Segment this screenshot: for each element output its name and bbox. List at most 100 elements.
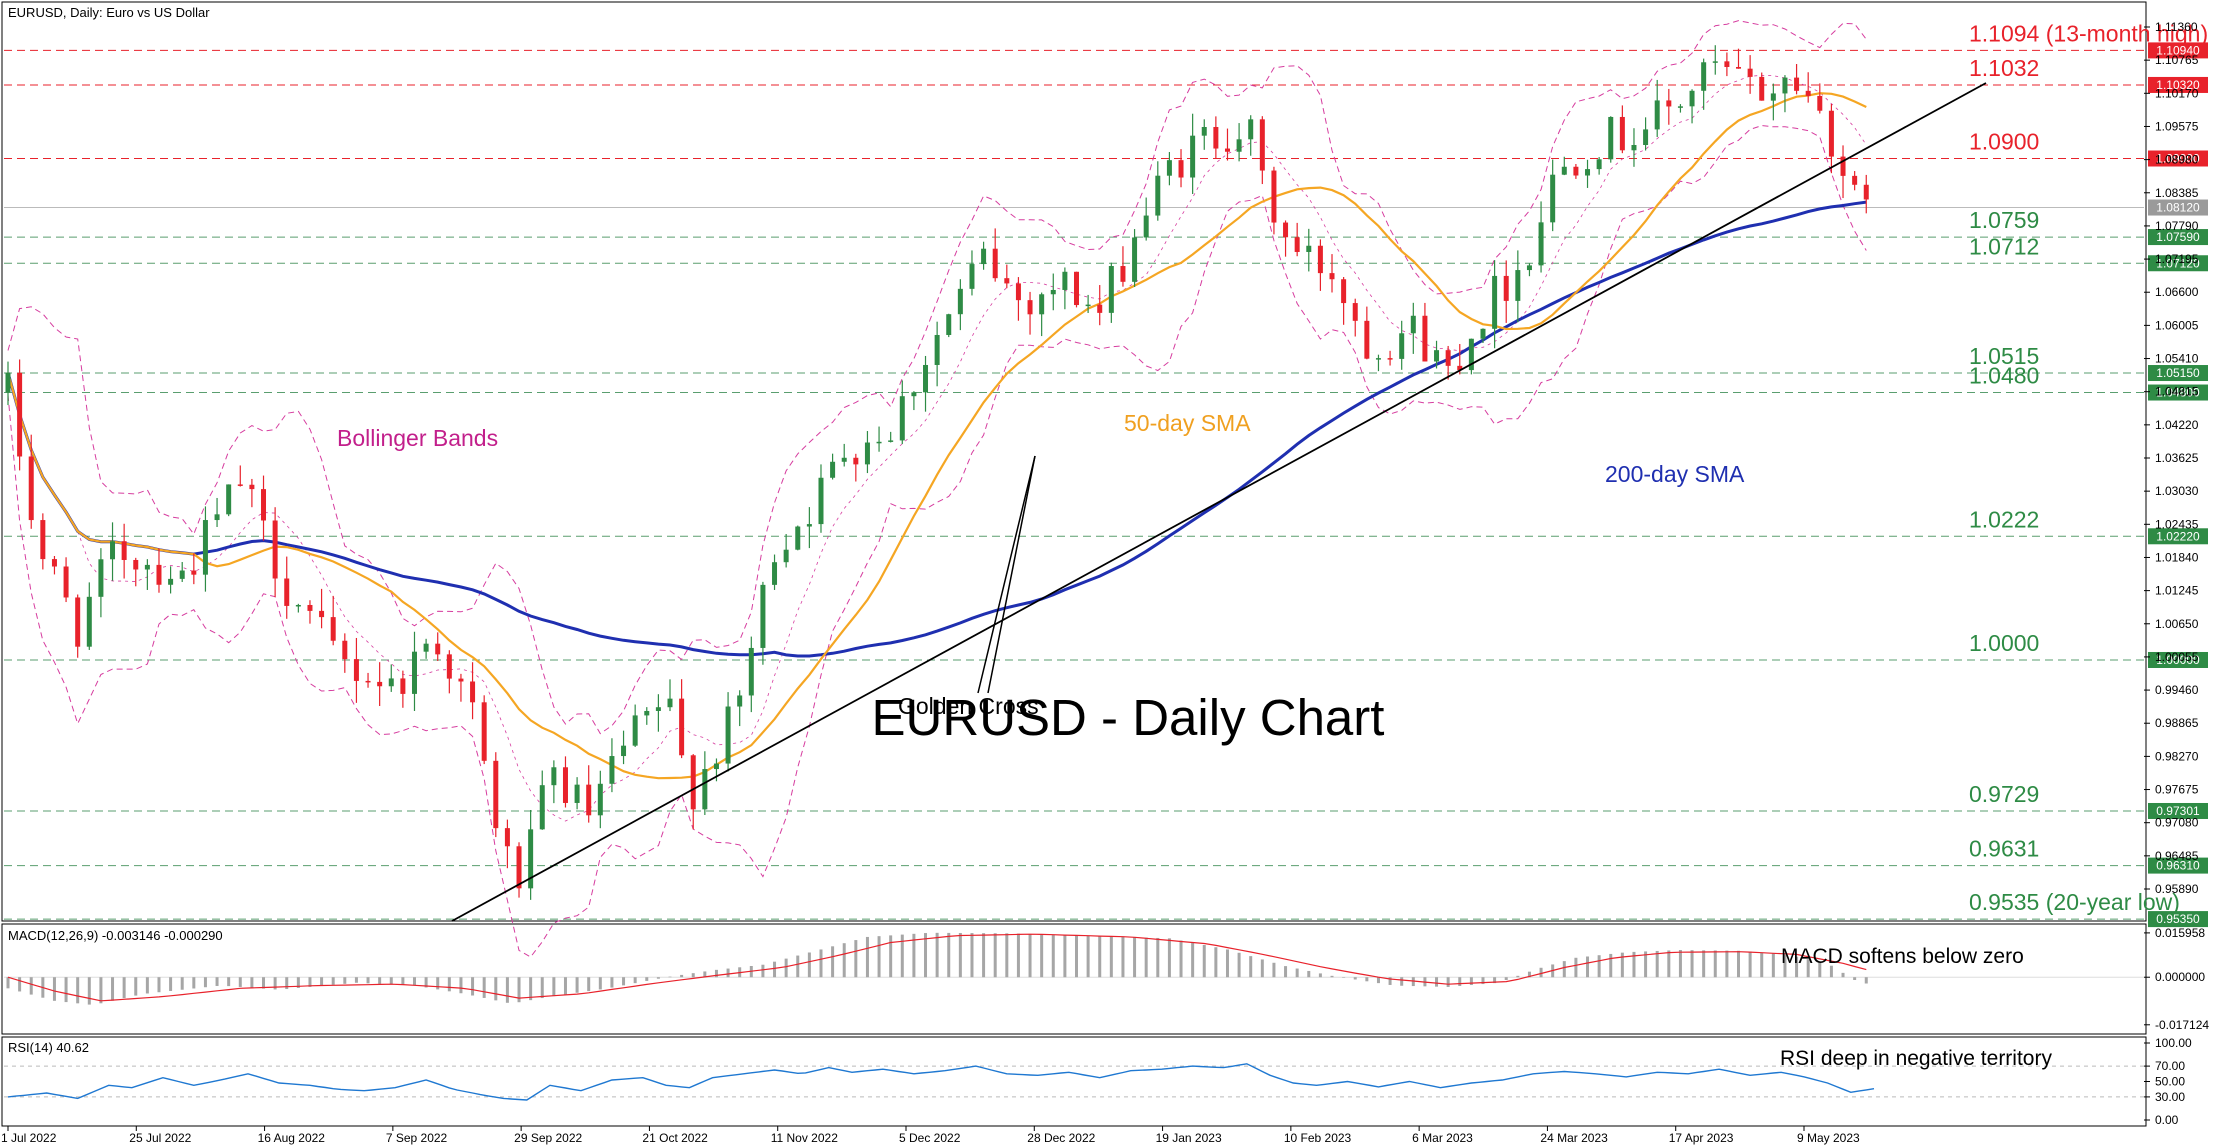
candle-body [1619,116,1625,151]
candle-body [1306,245,1312,252]
candle-body [1259,119,1265,171]
macd-bar [1376,977,1380,984]
candle-body [1120,266,1126,282]
candle-body [353,659,359,681]
x-tick-label: 11 Nov 2022 [771,1131,838,1145]
candle-body [202,520,208,575]
y-tick-label: 0.97675 [2155,783,2199,797]
candle-body [365,680,371,683]
candle-body [1840,156,1846,176]
candle-body [86,596,92,647]
candle-body [1143,215,1149,238]
rsi-tick-label: 0.00 [2155,1113,2179,1127]
candle-body [1108,266,1114,313]
moving-averages [6,92,1867,780]
macd-bar [1725,950,1729,978]
macd-bar [122,977,126,999]
candle-body [493,760,499,829]
candle-body [1596,159,1602,170]
macd-bar [354,977,358,983]
y-tick-label: 1.03030 [2155,484,2199,498]
y-tick-label: 1.04815 [2155,385,2199,399]
macd-bar [1005,933,1009,978]
candle-body [1538,222,1544,266]
candle-body [1863,184,1869,200]
macd-bar [1191,942,1195,978]
candle-body [981,248,987,265]
current-price-badge-text: 1.08120 [2156,201,2200,215]
candle-body [1852,175,1858,185]
macd-bar [471,977,475,996]
macd-bar [262,977,266,989]
candle-body [655,707,661,711]
level-badge [2148,229,2208,246]
macd-bar [447,977,451,992]
candle-body [226,484,232,515]
macd-bar [99,977,103,1004]
candle-body [423,643,429,652]
macd-bar [1469,977,1473,986]
candle-body [1724,61,1730,67]
candle-body [1236,139,1242,152]
x-tick-label: 6 Mar 2023 [1412,1131,1473,1145]
macd-bar [1597,955,1601,978]
candle-body [1480,328,1486,339]
level-label: 1.0222 [1969,506,2039,532]
candle-body [1329,273,1335,280]
candle-body [597,783,603,816]
candle-body [644,710,650,716]
candle-body [1271,170,1277,223]
macd-bar [1609,953,1613,978]
candle-body [690,755,696,810]
golden-cross-pointer-2 [987,455,1036,694]
candle-body [1770,93,1776,101]
candle-body [319,610,325,618]
candle-body [1468,338,1474,371]
candle-body [1666,100,1672,107]
macd-bar [1330,975,1334,978]
y-tick-label: 0.97080 [2155,816,2199,830]
candle-body [481,702,487,761]
candle-body [1701,62,1707,91]
macd-bar [773,961,777,978]
macd-bar [587,977,591,992]
candle-body [1805,90,1811,96]
candle-body [121,541,127,560]
macd-bar [494,977,498,1001]
golden-cross-pointer-1 [977,455,1036,694]
macd-bar [1156,937,1160,978]
candle-body [934,334,940,365]
y-tick-label: 1.02435 [2155,517,2199,531]
level-label: 1.0712 [1969,233,2039,259]
candle-body [261,489,267,521]
candle-body [609,756,615,784]
macd-bar [610,977,614,988]
y-tick-label: 1.10765 [2155,53,2199,67]
sma50-line [6,92,1867,780]
macd-bar [1400,977,1404,986]
candle-body [1213,126,1219,149]
candle-body [1573,166,1579,176]
macd-bar [1795,956,1799,978]
macd-tick-label: 0.000000 [2155,970,2205,984]
candle-body [888,440,894,442]
macd-bar [1051,934,1055,978]
macd-bar [343,977,347,984]
macd-bar [378,977,382,984]
candle-body [864,442,870,465]
candle-body [830,461,836,478]
candle-body [191,570,197,575]
macd-tick-label: -0.017124 [2155,1018,2209,1032]
candle-body [1166,160,1172,176]
level-label: 1.1094 (13-month high) [1969,20,2208,46]
level-label: 1.0000 [1969,630,2039,656]
candle-body [1550,174,1556,223]
sma50-annotation: 50-day SMA [1124,410,1251,436]
macd-bar [1295,968,1299,978]
macd-bar [935,932,939,978]
bollinger-middle [7,74,1867,822]
level-badge-text: 0.97301 [2156,804,2200,818]
x-tick-label: 19 Jan 2023 [1156,1131,1222,1145]
macd-bar [1074,935,1078,978]
